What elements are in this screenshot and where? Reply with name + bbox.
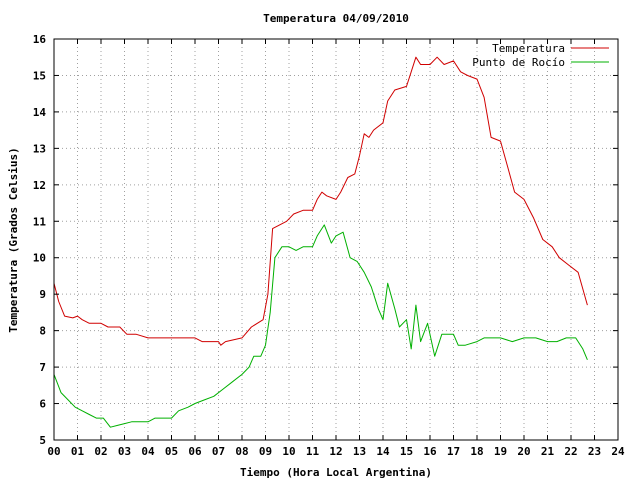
x-tick-label: 11 — [306, 445, 320, 458]
chart-title: Temperatura 04/09/2010 — [263, 12, 409, 25]
x-tick-label: 13 — [353, 445, 366, 458]
y-tick-label: 11 — [33, 215, 47, 228]
x-tick-label: 18 — [470, 445, 483, 458]
x-tick-label: 22 — [564, 445, 577, 458]
x-tick-label: 03 — [118, 445, 131, 458]
x-tick-label: 00 — [47, 445, 60, 458]
series-line-temperatura — [53, 56, 588, 346]
y-tick-label: 8 — [39, 325, 46, 338]
legend-label-temperatura: Temperatura — [492, 42, 565, 55]
x-tick-label: 04 — [141, 445, 155, 458]
x-tick-label: 19 — [494, 445, 507, 458]
y-tick-label: 7 — [39, 361, 46, 374]
x-tick-label: 21 — [541, 445, 555, 458]
x-tick-label: 24 — [611, 445, 625, 458]
x-tick-label: 07 — [212, 445, 225, 458]
legend: Temperatura Punto de Rocío — [472, 42, 609, 69]
x-axis-label: Tiempo (Hora Local Argentina) — [240, 466, 432, 479]
x-tick-label: 06 — [188, 445, 202, 458]
x-tick-label: 17 — [447, 445, 460, 458]
axis-ticks: 00 01 02 03 04 05 06 07 08 09 10 11 12 13 14 15 16 17 18 19… — [33, 33, 625, 458]
y-tick-label: 14 — [33, 106, 47, 119]
y-axis-label: Temperatura (Grados Celsius) — [7, 147, 20, 332]
legend-label-punto-de-rocio: Punto de Rocío — [472, 56, 565, 69]
x-tick-label: 16 — [423, 445, 437, 458]
y-tick-label: 5 — [39, 434, 46, 447]
series-layer — [53, 56, 588, 428]
y-tick-label: 6 — [39, 398, 46, 411]
y-tick-label: 15 — [33, 69, 46, 82]
x-tick-label: 09 — [259, 445, 272, 458]
y-tick-label: 12 — [33, 179, 46, 192]
x-tick-label: 14 — [376, 445, 390, 458]
series-line-punto-de-rocio — [53, 224, 588, 428]
x-tick-label: 01 — [71, 445, 85, 458]
y-tick-label: 16 — [33, 33, 47, 46]
x-tick-label: 08 — [235, 445, 248, 458]
x-tick-label: 20 — [517, 445, 530, 458]
y-tick-label: 13 — [33, 142, 46, 155]
grid-lines — [54, 39, 618, 440]
x-tick-label: 23 — [588, 445, 601, 458]
x-tick-label: 10 — [282, 445, 295, 458]
x-tick-label: 12 — [329, 445, 342, 458]
x-tick-label: 15 — [400, 445, 413, 458]
x-tick-label: 05 — [165, 445, 178, 458]
x-tick-label: 02 — [94, 445, 107, 458]
y-tick-label: 10 — [33, 252, 46, 265]
y-tick-label: 9 — [39, 288, 46, 301]
